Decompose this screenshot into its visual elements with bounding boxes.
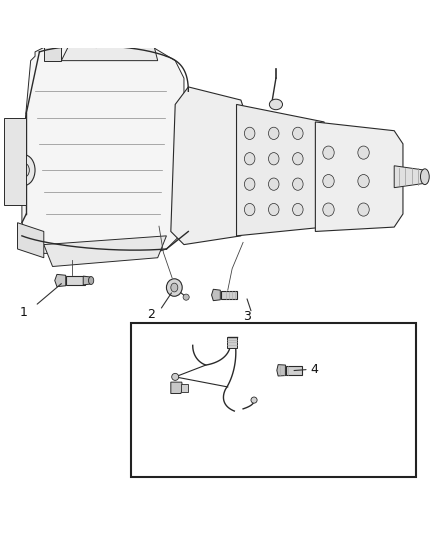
Polygon shape <box>171 382 183 393</box>
Polygon shape <box>181 384 188 392</box>
Ellipse shape <box>293 152 303 165</box>
Polygon shape <box>277 365 286 376</box>
Polygon shape <box>227 336 237 348</box>
Ellipse shape <box>358 174 369 188</box>
Ellipse shape <box>323 146 334 159</box>
Text: 4: 4 <box>311 363 318 376</box>
Polygon shape <box>55 274 66 287</box>
Text: 3: 3 <box>244 310 251 324</box>
Polygon shape <box>61 43 158 61</box>
Ellipse shape <box>268 178 279 190</box>
Polygon shape <box>22 47 184 253</box>
Ellipse shape <box>244 204 255 216</box>
Ellipse shape <box>88 277 94 285</box>
Ellipse shape <box>268 204 279 216</box>
Ellipse shape <box>172 374 179 381</box>
Text: 2: 2 <box>147 308 155 321</box>
Polygon shape <box>171 87 245 245</box>
Ellipse shape <box>293 127 303 140</box>
Ellipse shape <box>323 174 334 188</box>
Polygon shape <box>66 276 85 285</box>
Ellipse shape <box>19 163 29 177</box>
Ellipse shape <box>420 169 429 184</box>
Polygon shape <box>44 236 166 266</box>
Text: 1: 1 <box>20 306 28 319</box>
Ellipse shape <box>358 146 369 159</box>
Ellipse shape <box>268 127 279 140</box>
Ellipse shape <box>269 99 283 110</box>
Polygon shape <box>83 276 91 285</box>
Ellipse shape <box>251 397 257 403</box>
Ellipse shape <box>171 283 178 292</box>
Polygon shape <box>315 122 403 231</box>
Ellipse shape <box>323 203 334 216</box>
Ellipse shape <box>358 203 369 216</box>
Polygon shape <box>394 166 425 188</box>
Ellipse shape <box>244 152 255 165</box>
Ellipse shape <box>13 155 35 185</box>
Bar <box>131 324 416 477</box>
Ellipse shape <box>293 178 303 190</box>
Ellipse shape <box>166 279 182 296</box>
Bar <box>4 118 26 205</box>
Ellipse shape <box>293 204 303 216</box>
Polygon shape <box>212 289 220 301</box>
Ellipse shape <box>244 127 255 140</box>
Ellipse shape <box>268 152 279 165</box>
Polygon shape <box>18 223 44 258</box>
Ellipse shape <box>183 294 189 300</box>
Polygon shape <box>221 291 237 299</box>
Polygon shape <box>237 104 324 236</box>
Polygon shape <box>286 366 302 375</box>
Ellipse shape <box>244 178 255 190</box>
Polygon shape <box>44 34 61 61</box>
